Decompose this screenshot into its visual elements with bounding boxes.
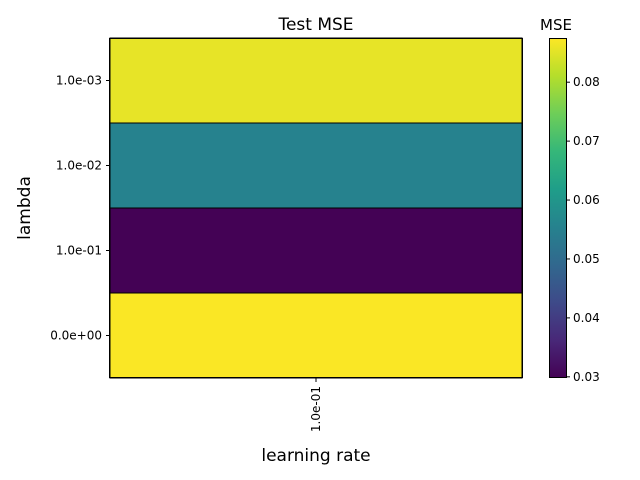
x-tick-label: 1.0e-01 [309, 386, 323, 432]
colorbar-label: MSE [540, 16, 572, 34]
colorbar [549, 38, 566, 378]
colorbar-tick-label: 0.08 [573, 75, 600, 89]
heatmap-cell [110, 293, 522, 378]
heatmap-cell [110, 208, 522, 293]
colorbar-tick-label: 0.06 [573, 193, 600, 207]
colorbar-tick-label: 0.03 [573, 370, 600, 384]
heatmap-cells [110, 38, 522, 378]
heatmap-cell [110, 123, 522, 208]
chart-title: Test MSE [277, 15, 353, 35]
heatmap-cell [110, 38, 522, 123]
x-axis-ticks: 1.0e-01 [309, 378, 323, 432]
colorbar-tick-label: 0.05 [573, 252, 600, 266]
y-tick-label: 1.0e-02 [56, 159, 102, 173]
colorbar-tick-label: 0.07 [573, 134, 600, 148]
y-axis-label: lambda [15, 176, 35, 240]
colorbar-tick-label: 0.04 [573, 311, 600, 325]
y-tick-label: 1.0e-01 [56, 244, 102, 258]
y-axis-ticks: 1.0e-03 1.0e-02 1.0e-01 0.0e+00 [50, 74, 110, 343]
y-tick-label: 0.0e+00 [50, 329, 102, 343]
colorbar-ticks: 0.03 0.04 0.05 0.06 0.07 0.08 [566, 75, 600, 384]
x-axis-label: learning rate [261, 446, 370, 466]
y-tick-label: 1.0e-03 [56, 74, 102, 88]
